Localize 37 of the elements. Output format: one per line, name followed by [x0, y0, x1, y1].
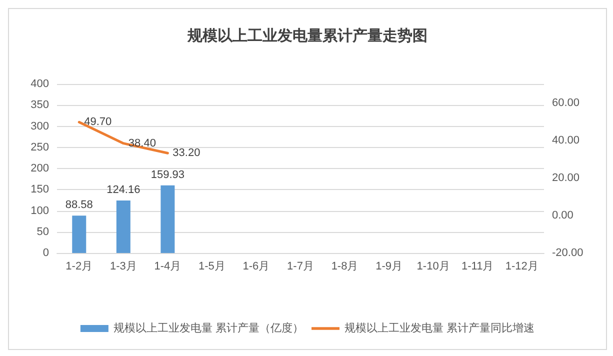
legend-label: 规模以上工业发电量 累计产量同比增速	[344, 322, 535, 334]
bar	[160, 185, 175, 253]
legend-label: 规模以上工业发电量 累计产量（亿度）	[113, 322, 304, 334]
x-tick-label: 1-10月	[416, 260, 450, 272]
y-tick-label: 0	[42, 247, 49, 259]
y2-tick-label: -20.00	[552, 247, 584, 259]
x-tick-label: 1-9月	[376, 260, 402, 272]
y-tick-label: 150	[30, 184, 49, 196]
x-tick-label: 1-5月	[198, 260, 226, 272]
y-tick-label: 300	[30, 120, 49, 132]
data-label: 159.93	[150, 168, 185, 181]
chart-title: 规模以上工业发电量累计产量走势图	[186, 26, 428, 44]
data-label: 88.58	[65, 199, 93, 212]
y-tick-label: 50	[36, 226, 49, 238]
y-tick-label: 350	[30, 99, 49, 112]
data-label: 38.40	[128, 137, 156, 150]
y-tick-label: 100	[30, 204, 49, 217]
y-tick-label: 250	[30, 141, 49, 154]
data-label: 33.20	[172, 147, 200, 160]
data-label: 49.70	[84, 116, 112, 128]
x-tick-label: 1-2月	[66, 260, 93, 272]
y2-tick-label: 20.00	[552, 172, 580, 184]
y2-tick-label: 40.00	[552, 134, 580, 146]
y-tick-label: 400	[30, 78, 49, 90]
y-tick-label: 200	[30, 162, 49, 174]
x-tick-label: 1-12月	[505, 260, 538, 272]
x-tick-label: 1-7月	[287, 260, 314, 272]
x-tick-label: 1-6月	[242, 260, 270, 272]
y2-tick-label: 60.00	[552, 96, 580, 109]
x-tick-label: 1-3月	[110, 260, 137, 272]
y2-tick-label: 0.00	[552, 209, 574, 222]
x-tick-label: 1-4月	[154, 260, 182, 272]
bar	[116, 200, 130, 253]
bar	[72, 216, 86, 253]
x-tick-label: 1-11月	[461, 260, 494, 272]
data-label: 124.16	[106, 184, 140, 196]
x-tick-label: 1-8月	[331, 260, 358, 272]
